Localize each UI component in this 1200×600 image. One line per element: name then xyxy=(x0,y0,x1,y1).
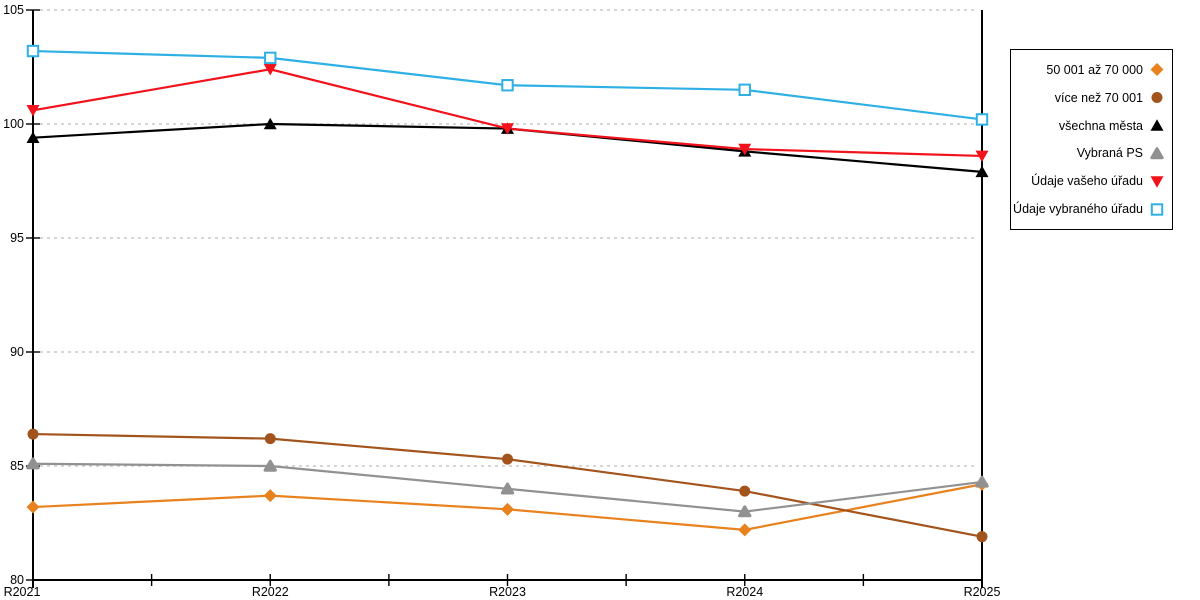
legend-item: Vybraná PS xyxy=(1011,141,1172,165)
data-point-marker xyxy=(502,453,513,465)
legend-item: více než 70 001 xyxy=(1011,86,1172,110)
data-point-marker xyxy=(738,143,752,156)
square-open-marker-icon xyxy=(1149,202,1165,217)
data-point-marker xyxy=(975,165,989,178)
legend: 50 001 až 70 000 více než 70 001 všechna m… xyxy=(1010,49,1173,230)
data-point-marker xyxy=(738,83,751,96)
legend-item-label: 50 001 až 70 000 xyxy=(1046,62,1143,77)
data-point-marker xyxy=(501,502,514,516)
y-axis-tick-label: 100 xyxy=(3,117,24,131)
legend-item-label: Údaje vybraného úřadu xyxy=(1013,202,1143,217)
legend-item: Údaje vybraného úřadu xyxy=(1011,197,1172,221)
triangle-up-marker-icon xyxy=(1149,118,1165,133)
legend-item: 50 001 až 70 000 xyxy=(1011,58,1172,82)
data-point-marker xyxy=(975,150,989,163)
circle-marker-icon xyxy=(1149,90,1165,105)
legend-item-label: více než 70 001 xyxy=(1054,90,1143,105)
data-point-marker xyxy=(263,117,277,130)
legend-item-label: všechna města xyxy=(1058,118,1143,133)
data-point-marker xyxy=(500,482,515,495)
y-axis-tick-label: 80 xyxy=(10,573,24,587)
y-axis-tick-label: 95 xyxy=(10,231,24,245)
triangle-down-marker-icon xyxy=(1149,174,1165,189)
x-axis-tick-label: R2021 xyxy=(4,585,41,599)
data-point-marker xyxy=(264,433,276,445)
y-axis-tick-label: 90 xyxy=(10,345,24,359)
data-point-marker xyxy=(738,505,752,518)
data-point-marker xyxy=(975,113,989,126)
y-axis-tick-label: 85 xyxy=(10,459,24,473)
data-point-marker xyxy=(26,44,40,58)
legend-item-label: Vybraná PS xyxy=(1076,146,1143,161)
triangle-up-rounded-marker-icon xyxy=(1149,146,1165,161)
data-point-marker xyxy=(975,475,989,488)
x-axis-tick-label: R2024 xyxy=(726,585,763,599)
data-point-marker xyxy=(26,457,40,470)
data-point-marker xyxy=(501,79,514,92)
legend-item-label: Údaje vašeho úřadu xyxy=(1031,174,1143,189)
data-point-marker xyxy=(26,500,40,514)
legend-item: všechna města xyxy=(1011,114,1172,138)
x-axis-tick-label: R2022 xyxy=(252,585,289,599)
data-point-marker xyxy=(739,485,751,497)
data-point-marker xyxy=(263,459,277,472)
data-point-marker xyxy=(976,531,988,543)
data-point-marker xyxy=(501,123,514,135)
data-point-marker xyxy=(26,131,40,143)
data-point-marker xyxy=(26,105,40,117)
diamond-marker-icon xyxy=(1149,62,1165,77)
data-point-marker xyxy=(263,489,277,503)
data-point-marker xyxy=(738,523,752,537)
data-point-marker xyxy=(27,428,39,440)
x-axis-tick-label: R2023 xyxy=(489,585,526,599)
x-axis-tick-label: R2025 xyxy=(964,585,1001,599)
data-point-marker xyxy=(263,63,277,76)
legend-item: Údaje vašeho úřadu xyxy=(1011,169,1172,193)
data-point-marker xyxy=(264,51,277,65)
y-axis-tick-label: 105 xyxy=(3,3,24,17)
